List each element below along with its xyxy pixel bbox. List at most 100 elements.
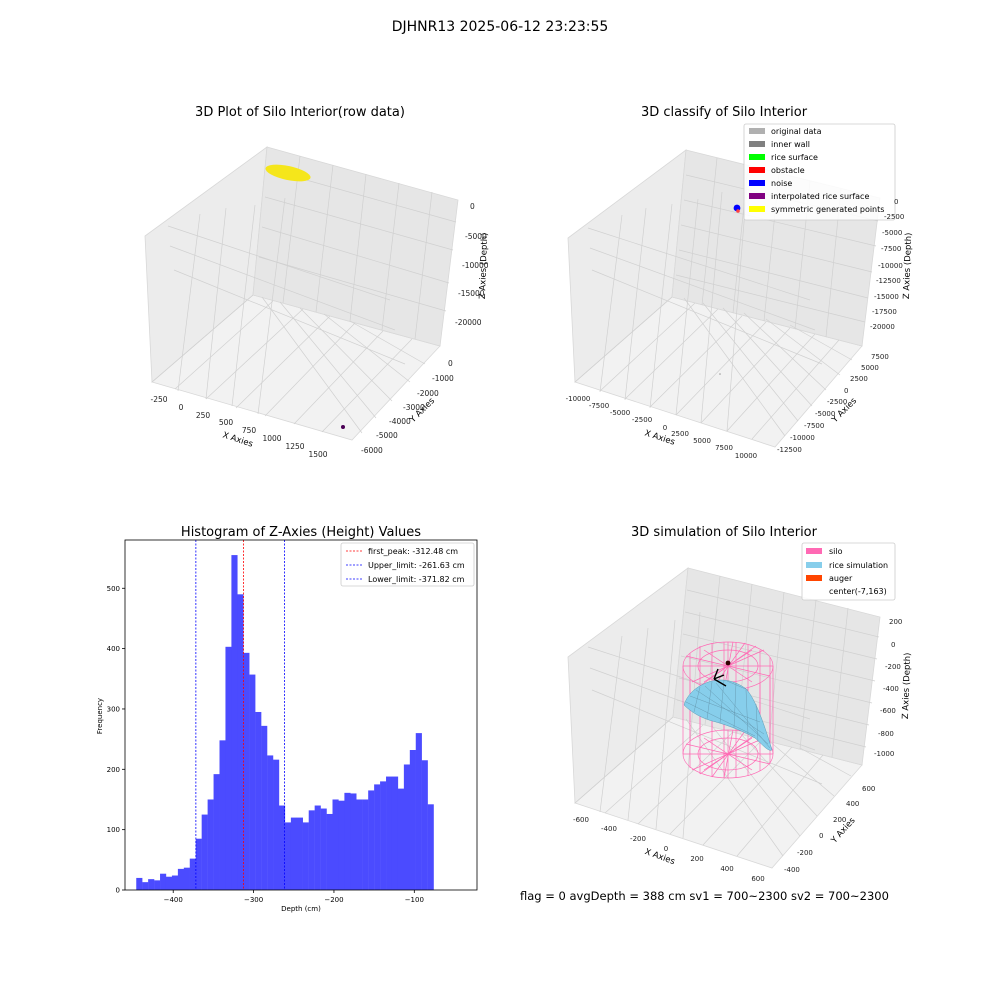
histogram-y-tick-label: 300	[107, 705, 120, 713]
histogram-legend-entry: first_peak: -312.48 cm	[346, 547, 458, 556]
panel-sim-title: 3D simulation of Silo Interior	[631, 525, 818, 540]
classify-z-tick: -15000	[874, 293, 899, 301]
raw-z-label: Z Axies (Depth)	[478, 232, 490, 299]
sim-z-tick: -200	[885, 663, 901, 671]
classify-x-tick: 10000	[735, 452, 757, 460]
histogram-bar	[219, 740, 226, 890]
panel-classify-title: 3D classify of Silo Interior	[641, 105, 808, 120]
classify-legend-swatch	[749, 154, 765, 160]
histogram-bar	[177, 868, 185, 890]
sim-z-tick: 0	[891, 641, 895, 649]
sim-legend: silo rice simulation auger center(-7,163…	[801, 542, 896, 601]
histogram-x-tick-label: −300	[244, 896, 263, 904]
histogram-bar	[314, 805, 321, 890]
sim-legend-label: auger	[829, 574, 853, 583]
histogram-bar	[296, 817, 303, 890]
raw-point-outlier	[341, 425, 345, 429]
classify-legend-entry: interpolated rice surface	[749, 192, 869, 201]
histogram-bar	[201, 814, 208, 890]
classify-z-ticks: 0 -2500 -5000 -7500 -10000 -12500 -15000…	[870, 198, 904, 331]
histogram-bar	[409, 750, 416, 890]
histogram-bar	[302, 822, 309, 890]
histogram-bar	[171, 875, 179, 890]
raw-x-ticks: -250 0 250 500 750 1000 1250 1500	[150, 395, 327, 459]
classify-y-tick: -7500	[804, 422, 824, 430]
classify-legend: original data inner wall rice surface ob…	[743, 123, 896, 221]
histogram-reference-lines	[195, 540, 285, 890]
raw-y-tick: -6000	[361, 446, 383, 455]
sim-center-point	[725, 660, 731, 666]
classify-legend-label: symmetric generated points	[771, 205, 884, 214]
histogram-bar	[231, 555, 238, 890]
histogram-y-tick-label: 200	[107, 766, 120, 774]
sim-z-ticks: 200 0 -200 -400 -600 -800 -1000	[874, 618, 902, 758]
classify-legend-label: obstacle	[771, 166, 805, 175]
histogram-bar	[332, 799, 339, 890]
sim-legend-label: rice simulation	[829, 561, 888, 570]
classify-obstacle-point	[736, 209, 740, 213]
sim-z-tick: -400	[883, 685, 899, 693]
sim-legend-label: silo	[829, 547, 843, 556]
classify-y-tick: -5000	[815, 410, 835, 418]
raw-x-tick: -250	[150, 395, 167, 404]
histogram-bar	[142, 882, 149, 890]
histogram-y-tick-label: 0	[116, 887, 120, 895]
classify-legend-entry: obstacle	[749, 166, 805, 175]
histogram-bar	[290, 817, 298, 890]
sim-x-ticks: -600 -400 -200 0 200 400 600	[573, 816, 765, 883]
classify-legend-swatch	[749, 193, 765, 199]
sim-z-tick: -600	[880, 707, 896, 715]
histogram-bar	[356, 799, 363, 890]
classify-x-tick: -7500	[589, 402, 609, 410]
histogram-bar	[243, 652, 250, 890]
raw-y-ticks: 0 -1000 -2000 -3000 -4000 -5000 -6000	[361, 359, 454, 455]
classify-x-tick: -10000	[566, 395, 591, 403]
histogram-y-tick-label: 500	[107, 585, 120, 593]
histogram-bar	[255, 711, 262, 890]
classify-x-tick: 2500	[671, 430, 689, 438]
histogram-frame	[124, 539, 478, 891]
histogram-bar	[160, 873, 167, 890]
classify-y-tick: 5000	[861, 364, 879, 372]
histogram-legend-entry: Lower_limit: -371.82 cm	[346, 575, 465, 584]
sim-x-tick: 200	[690, 855, 703, 863]
sim-legend-entry: silo	[806, 547, 843, 556]
panel-raw-title: 3D Plot of Silo Interior(row data)	[195, 105, 405, 120]
classify-legend-swatch	[749, 206, 765, 212]
sim-x-label: X Axies	[643, 847, 676, 867]
sim-x-tick: -200	[630, 835, 646, 843]
raw-x-tick: 0	[179, 403, 184, 412]
raw-z-tick: -5000	[465, 232, 487, 241]
sim-z-tick: 200	[889, 618, 902, 626]
histogram-bar	[380, 781, 387, 890]
histogram-x-tick-label: −400	[164, 896, 183, 904]
histogram-bar	[148, 879, 155, 890]
panel-histogram: Histogram of Z-Axies (Height) Values −40…	[96, 525, 478, 913]
classify-y-tick: 7500	[871, 353, 889, 361]
classify-y-tick: -2500	[827, 398, 847, 406]
histogram-bar	[261, 725, 268, 890]
legend-upper-label: Upper_limit: -261.63 cm	[368, 561, 465, 570]
histogram-bar	[338, 800, 345, 890]
sim-legend-entry: auger	[806, 574, 853, 583]
raw-x-tick: 250	[196, 411, 211, 420]
raw-y-tick: -2000	[417, 389, 439, 398]
raw-x-tick: 500	[219, 418, 234, 427]
classify-y-tick: -10000	[790, 434, 815, 442]
raw-grid	[151, 155, 457, 434]
sim-x-tick: -400	[601, 825, 617, 833]
panel-raw-3d: 3D Plot of Silo Interior(row data) -250 …	[144, 105, 490, 459]
histogram-bar	[189, 858, 196, 890]
classify-z-tick: -2500	[884, 213, 904, 221]
sim-x-tick: 0	[664, 845, 668, 853]
histogram-bar	[427, 804, 434, 890]
sim-x-tick: 400	[720, 865, 733, 873]
histogram-bars	[136, 555, 434, 890]
sim-y-tick: 0	[819, 832, 823, 840]
sim-y-tick: 600	[862, 785, 875, 793]
classify-legend-label: inner wall	[771, 140, 810, 149]
raw-z-tick: -20000	[455, 318, 482, 327]
histogram-bar	[326, 813, 333, 890]
legend-lower-label: Lower_limit: -371.82 cm	[368, 575, 465, 584]
histogram-bar	[284, 822, 292, 890]
